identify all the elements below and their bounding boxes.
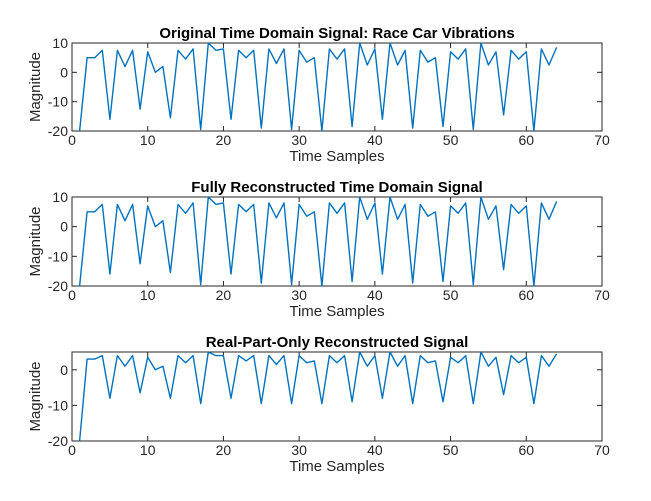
series-line — [78, 196, 558, 287]
subplot-3: Real-Part-Only Reconstructed Signal 0 10 20… — [27, 334, 610, 475]
x-tick-label: 50 — [443, 442, 459, 458]
y-tick-label: 0 — [60, 64, 68, 80]
subplot-1: Original Time Domain Signal: Race Car Vi… — [27, 25, 610, 165]
y-tick-label: 10 — [52, 35, 68, 51]
axes-box — [71, 196, 603, 287]
x-tick-label: 0 — [68, 287, 76, 303]
x-axis-label: Time Samples — [289, 303, 384, 320]
x-axis-label: Time Samples — [289, 148, 384, 165]
x-tick-label: 0 — [68, 442, 76, 458]
x-tick-label: 30 — [291, 442, 307, 458]
y-axis-label: Magnitude — [27, 206, 44, 276]
y-axis-label: Magnitude — [27, 361, 44, 431]
axes-box — [71, 42, 603, 132]
chart-title: Real-Part-Only Reconstructed Signal — [206, 334, 469, 351]
x-tick-label: 70 — [594, 287, 610, 303]
x-tick-label: 40 — [367, 132, 383, 148]
x-tick-label: 20 — [216, 287, 232, 303]
x-tick-label: 60 — [518, 132, 534, 148]
x-tick-label: 50 — [443, 132, 459, 148]
x-tick-label: 30 — [291, 132, 307, 148]
x-tick-label: 40 — [367, 287, 383, 303]
y-tick-label: -10 — [48, 248, 68, 264]
x-tick-label: 20 — [216, 132, 232, 148]
x-tick-label: 50 — [443, 287, 459, 303]
y-tick-label: 10 — [52, 189, 68, 205]
series-line — [78, 42, 558, 132]
x-tick-label: 70 — [594, 442, 610, 458]
y-tick-label: 0 — [60, 219, 68, 235]
x-tick-label: 30 — [291, 287, 307, 303]
axes-box — [71, 351, 603, 442]
y-axis-label: Magnitude — [27, 52, 44, 122]
y-tick-label: 0 — [60, 362, 68, 378]
x-tick-label: 70 — [594, 132, 610, 148]
series-line — [78, 351, 558, 442]
x-axis-label: Time Samples — [289, 458, 384, 475]
x-tick-label: 10 — [140, 132, 156, 148]
subplot-2: Fully Reconstructed Time Domain Signal 0 1… — [27, 179, 610, 320]
x-tick-label: 0 — [68, 132, 76, 148]
y-tick-label: -20 — [48, 123, 68, 139]
chart-title: Fully Reconstructed Time Domain Signal — [191, 179, 482, 196]
x-tick-label: 10 — [140, 287, 156, 303]
x-tick-label: 40 — [367, 442, 383, 458]
chart-title: Original Time Domain Signal: Race Car Vi… — [159, 25, 514, 42]
y-tick-label: -20 — [48, 433, 68, 449]
x-tick-label: 60 — [518, 287, 534, 303]
y-tick-label: -10 — [48, 94, 68, 110]
x-tick-label: 60 — [518, 442, 534, 458]
y-tick-label: -10 — [48, 397, 68, 413]
x-tick-label: 10 — [140, 442, 156, 458]
y-tick-label: -20 — [48, 278, 68, 294]
x-tick-label: 20 — [216, 442, 232, 458]
